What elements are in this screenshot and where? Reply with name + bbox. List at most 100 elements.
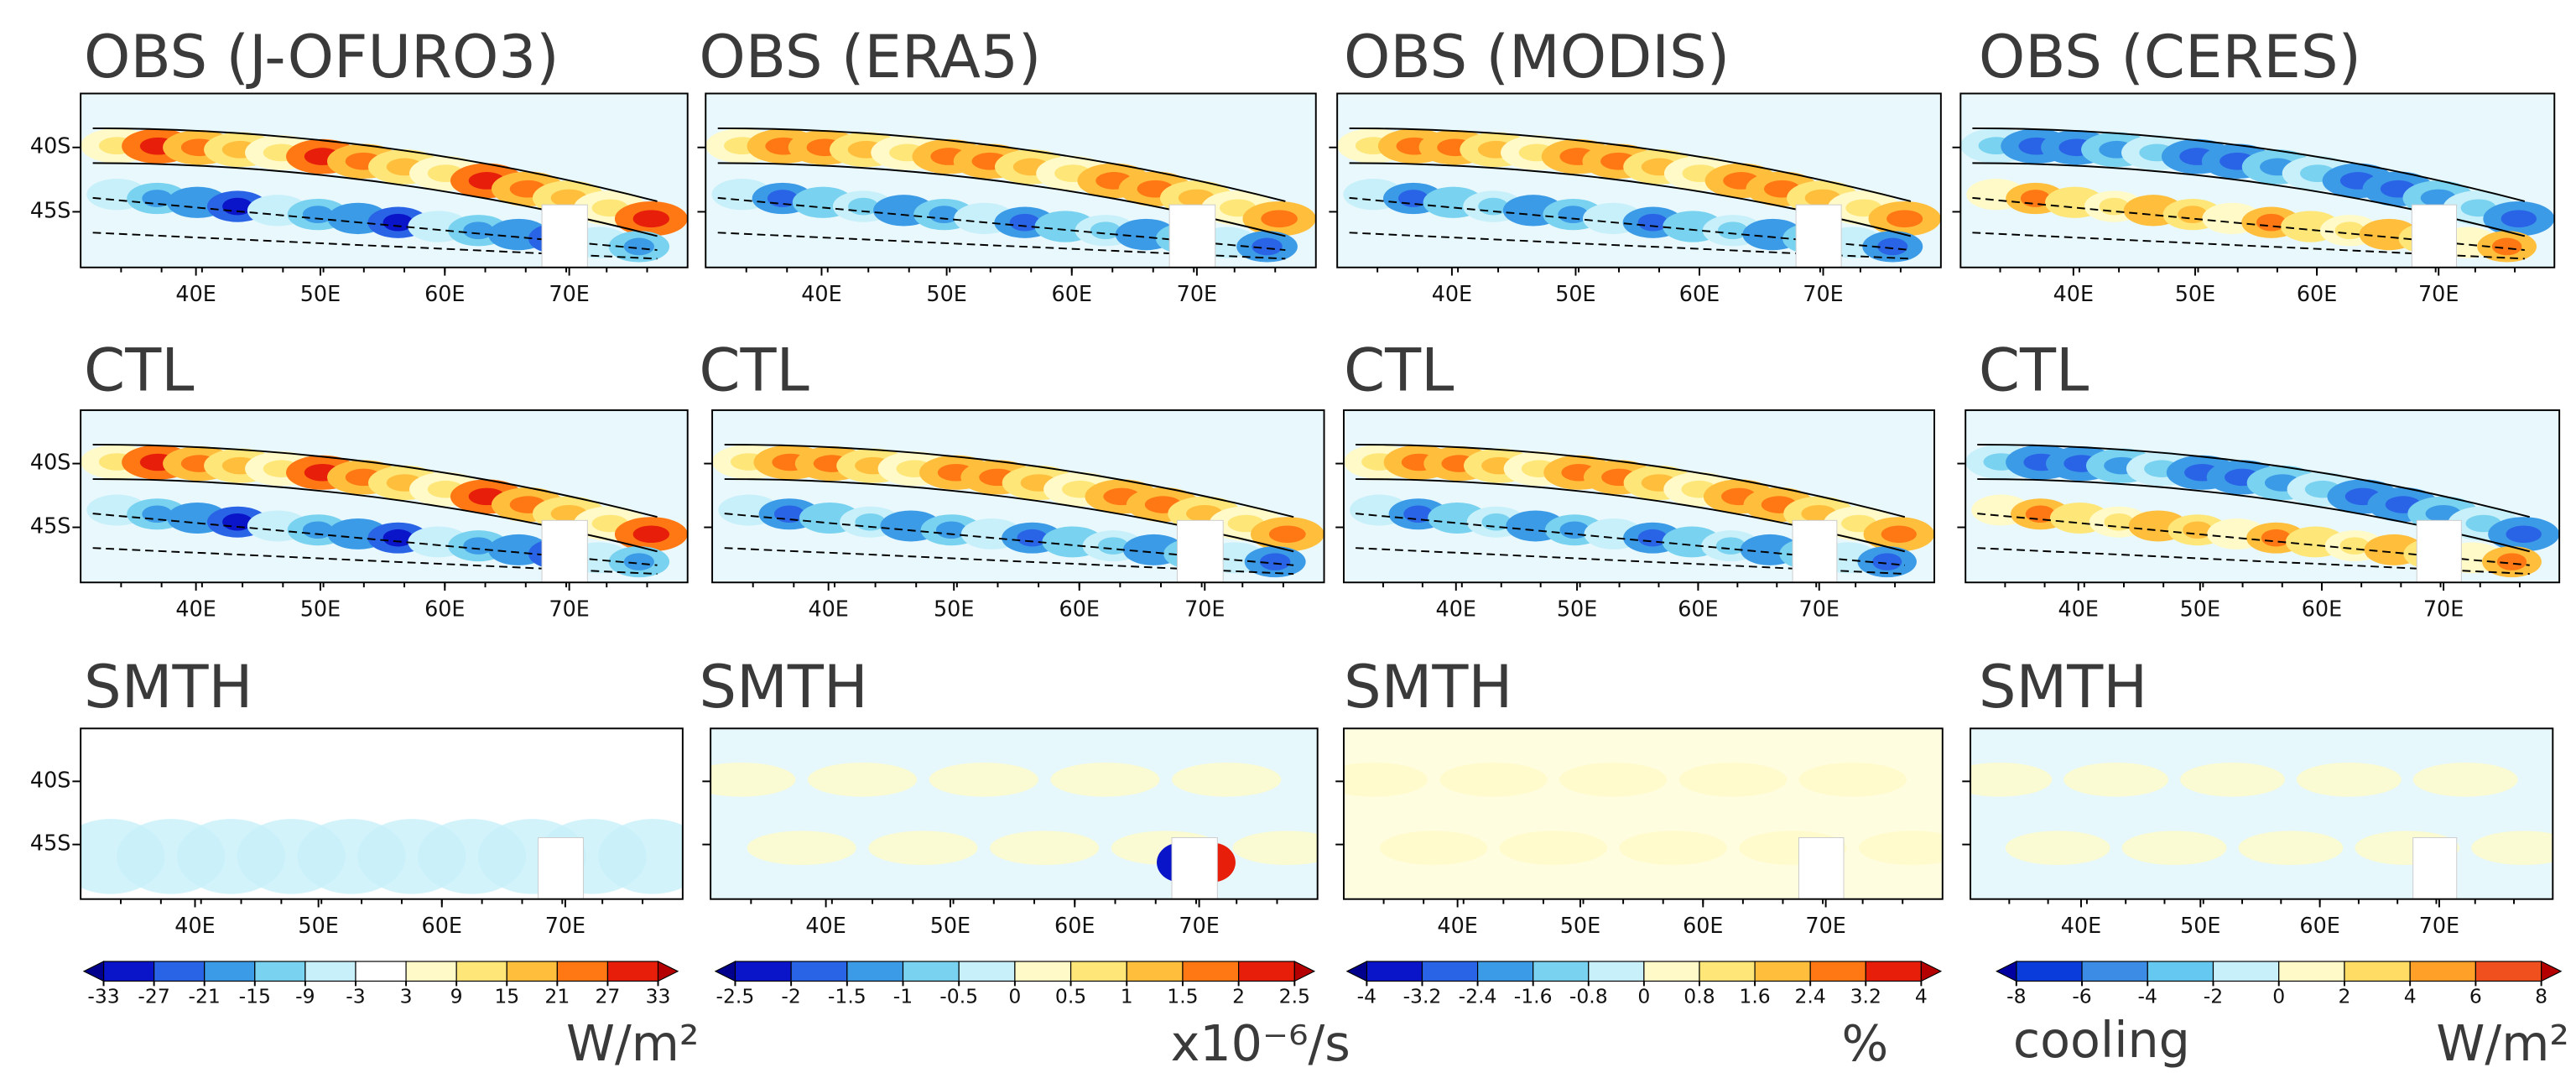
colorbar-tick-label: 27	[596, 985, 621, 1008]
lower-band-core	[623, 237, 654, 256]
lower-band-core	[2496, 553, 2527, 570]
island-mask	[2411, 204, 2457, 268]
colorbar-box	[455, 961, 507, 982]
colorbar-tick-label: -2.4	[1459, 985, 1497, 1008]
colorbar-box	[1754, 961, 1811, 982]
smooth-patch	[1858, 831, 1943, 866]
smooth-patch	[2121, 831, 2227, 866]
field	[1337, 93, 1941, 268]
x-tick-label: 70E	[2423, 596, 2464, 622]
x-tick-label: 50E	[1557, 596, 1597, 622]
colorbar-tick-label: -4	[1357, 985, 1376, 1008]
x-tick-label: 50E	[930, 913, 971, 938]
colorbar-over	[2541, 961, 2563, 982]
x-tick-label: 40E	[2058, 596, 2099, 622]
x-tick-label: 40E	[801, 281, 841, 306]
contour	[1349, 196, 1911, 252]
colorbar-over	[1293, 961, 1316, 982]
smooth-patch	[598, 819, 683, 894]
colorbar-tick-label: -3	[346, 985, 365, 1008]
island-mask	[1798, 836, 1845, 899]
smooth-patch	[2063, 762, 2169, 797]
smooth-patch	[2296, 762, 2402, 797]
colorbar-box	[254, 961, 306, 982]
unit-label: %	[1842, 1015, 1889, 1072]
colorbar-tick-label: 0.5	[1055, 985, 1086, 1008]
panel-title: CTL	[84, 336, 194, 404]
lower-band-core	[1558, 206, 1589, 223]
colorbar-tick-label: 3	[400, 985, 413, 1008]
island-mask	[538, 836, 584, 899]
contour	[724, 444, 1294, 518]
island-mask	[541, 519, 588, 583]
colorbar-tick-label: 0	[2272, 985, 2285, 1008]
colorbar-over	[1920, 961, 1943, 982]
smooth-patch	[2005, 831, 2110, 866]
upper-band-core	[632, 210, 670, 228]
lower-band-core	[623, 553, 654, 570]
smooth-patch	[747, 831, 856, 866]
smooth-patch	[807, 762, 918, 797]
frame	[711, 409, 1325, 584]
island-mask	[2412, 836, 2458, 899]
lower-band-core	[1717, 221, 1748, 240]
colorbar-box	[606, 961, 659, 982]
x-tick-label: 50E	[2175, 281, 2215, 306]
colorbar-box	[1238, 961, 1295, 982]
upper-band-core	[632, 525, 670, 544]
smooth-patch	[2179, 762, 2285, 797]
field-bg	[1343, 728, 1943, 899]
colorbar-box	[355, 961, 407, 982]
map-panel: OBS (ERA5) 40E 50E 60E 70E	[697, 23, 1317, 306]
field	[1343, 409, 1935, 583]
colorbar-tick-label: 3.2	[1850, 985, 1881, 1008]
colorbar-box	[1865, 961, 1922, 982]
smooth-patch	[1050, 762, 1160, 797]
colorbar-box	[734, 961, 792, 982]
x-tick-label: 70E	[1179, 913, 1219, 938]
colorbar-box	[556, 961, 609, 982]
x-tick-label: 70E	[1799, 596, 1840, 622]
frame	[80, 727, 684, 900]
colorbar-tick-label: -15	[239, 985, 271, 1008]
colorbar: -2.5 -2 -1.5 -1 -0.5 0 0.5 1 1.5 2 2.5 x10⁻⁶/s	[714, 961, 1350, 1072]
smooth-patch	[1678, 762, 1788, 797]
colorbar-box	[2344, 961, 2411, 982]
x-tick-label: 60E	[1683, 913, 1723, 938]
upper-band-core	[2506, 525, 2542, 544]
smooth-patch	[1172, 762, 1282, 797]
frame	[1959, 92, 2556, 268]
smooth-patch	[2238, 831, 2344, 866]
x-tick-label: 60E	[424, 281, 465, 306]
smooth-patch	[989, 831, 1100, 866]
panel-title: CTL	[699, 336, 809, 404]
colorbar-under	[82, 961, 105, 982]
x-tick-label: 50E	[2180, 596, 2220, 622]
panel-title: OBS (MODIS)	[1344, 23, 1730, 91]
colorbar: -8 -6 -4 -2 0 2 4 6 8 W/m² cooling	[1996, 961, 2569, 1072]
y-tick-label: 40S	[30, 133, 70, 159]
colorbar-tick-label: -2.5	[716, 985, 755, 1008]
unit-label: x10⁻⁶/s	[1171, 1015, 1350, 1072]
colorbar-tick-label: 0	[1637, 985, 1650, 1008]
panel-title: CTL	[1979, 336, 2089, 404]
colorbar-box	[1014, 961, 1072, 982]
colorbar-box	[1126, 961, 1184, 982]
panel-title: SMTH	[1979, 653, 2147, 721]
colorbar-box	[1476, 961, 1534, 982]
map-panel: CTL 40E 50E 60E 70E	[699, 336, 1325, 622]
x-tick-label: 60E	[1054, 913, 1095, 938]
colorbar-box	[304, 961, 356, 982]
colorbar-under	[1345, 961, 1367, 982]
x-tick-label: 40E	[2061, 913, 2101, 938]
x-tick-label: 50E	[1560, 913, 1600, 938]
colorbar: -4 -3.2 -2.4 -1.6 -0.8 0 0.8 1.6 2.4 3.2 4%	[1345, 961, 1943, 1072]
x-tick-label: 70E	[545, 913, 585, 938]
island-mask	[1176, 519, 1224, 583]
contour	[92, 513, 658, 566]
smooth-patch	[1379, 831, 1488, 866]
x-tick-label: 40E	[1437, 913, 1477, 938]
smooth-patch	[1559, 762, 1668, 797]
panel-title: OBS (CERES)	[1979, 23, 2361, 91]
colorbar-tick-label: -4	[2138, 985, 2157, 1008]
